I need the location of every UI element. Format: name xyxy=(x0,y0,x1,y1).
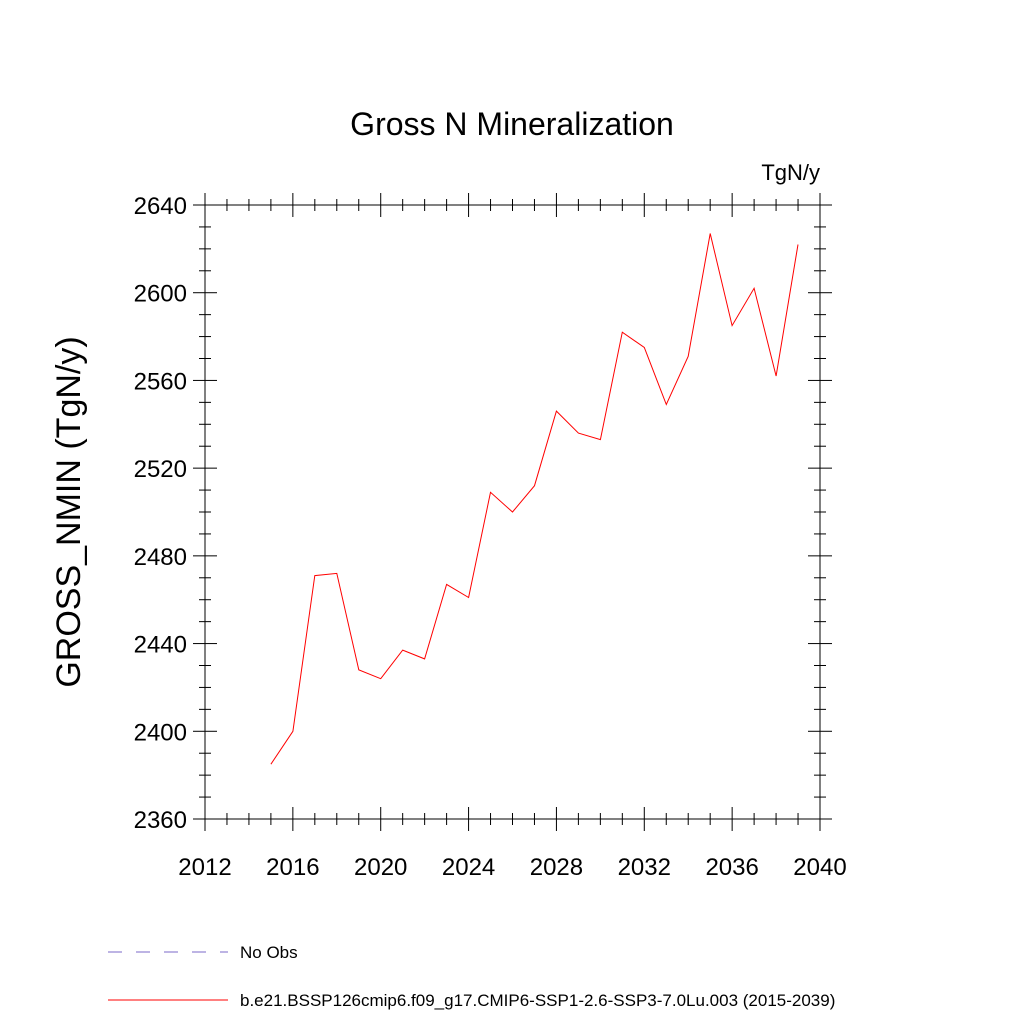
chart-title: Gross N Mineralization xyxy=(350,106,674,142)
y-axis-label: GROSS_NMIN (TgN/y) xyxy=(50,336,88,687)
legend-entry: b.e21.BSSP126cmip6.f09_g17.CMIP6-SSP1-2.… xyxy=(240,991,835,1010)
y-tick-label: 2640 xyxy=(134,193,187,220)
y-tick-label: 2360 xyxy=(134,807,187,834)
units-label: TgN/y xyxy=(761,160,820,185)
y-tick-label: 2440 xyxy=(134,632,187,659)
x-tick-label: 2040 xyxy=(793,854,846,881)
x-tick-label: 2020 xyxy=(354,854,407,881)
x-tick-label: 2036 xyxy=(705,854,758,881)
y-tick-label: 2520 xyxy=(134,456,187,483)
x-tick-label: 2028 xyxy=(530,854,583,881)
x-tick-label: 2024 xyxy=(442,854,495,881)
y-tick-label: 2560 xyxy=(134,368,187,395)
y-tick-label: 2600 xyxy=(134,281,187,308)
x-tick-label: 2012 xyxy=(178,854,231,881)
x-tick-label: 2032 xyxy=(618,854,671,881)
x-tick-label: 2016 xyxy=(266,854,319,881)
legend: No Obs b.e21.BSSP126cmip6.f09_g17.CMIP6-S… xyxy=(108,943,835,1010)
series-line xyxy=(270,233,799,765)
legend-entry: No Obs xyxy=(240,943,298,962)
axis-ticks: 2012 2016 2020 2024 2028 2032 2036 2040 2360 2400… xyxy=(134,193,847,881)
series-layer xyxy=(270,233,799,765)
y-tick-label: 2400 xyxy=(134,719,187,746)
y-tick-label: 2480 xyxy=(134,544,187,571)
